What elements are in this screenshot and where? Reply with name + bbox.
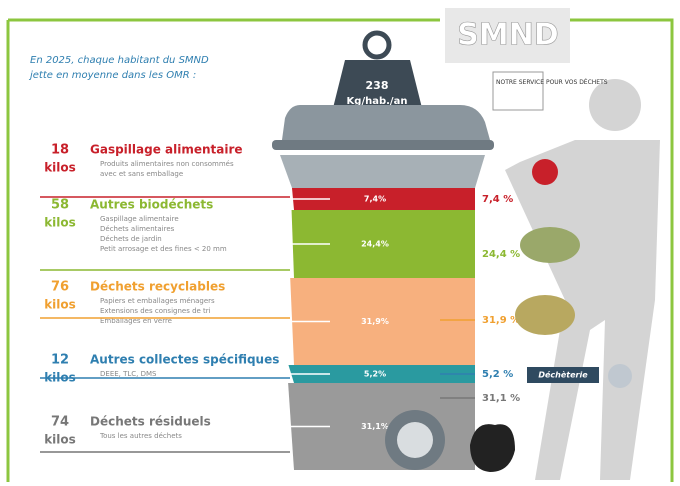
kilos: 58 <box>51 198 69 213</box>
kilos-unit: kilos <box>44 298 76 312</box>
percent: 31,1 % <box>482 393 520 404</box>
detail: avec et sans emballage <box>100 170 183 178</box>
weight-value: 238 <box>366 79 389 92</box>
logo: SMND <box>457 18 558 53</box>
bin-percent: 24,4% <box>361 240 389 249</box>
intro: En 2025, chaque habitant du SMND <box>30 55 209 66</box>
intro: jette en moyenne dans les OMR : <box>28 70 196 81</box>
category-label: Gaspillage alimentaire <box>90 143 243 157</box>
kilos: 76 <box>51 280 69 295</box>
kilos-unit: kilos <box>44 433 76 447</box>
bin-rim <box>272 140 494 150</box>
bin-percent: 31,1% <box>361 422 389 431</box>
kilos-unit: kilos <box>44 161 76 175</box>
bin-percent: 5,2% <box>364 370 386 379</box>
kilos-unit: kilos <box>44 216 76 230</box>
bin-lid <box>282 105 490 140</box>
percent: 5,2 % <box>482 369 513 380</box>
percent: 7,4 % <box>482 194 513 205</box>
kilos: 18 <box>51 143 69 158</box>
detail: Papiers et emballages ménagers <box>100 297 215 305</box>
kilos: 74 <box>51 415 69 430</box>
bin-percent: 31,9% <box>361 317 389 326</box>
detail: Déchets alimentaires <box>100 225 175 233</box>
kilos: 12 <box>51 353 69 368</box>
category-label: Déchets recyclables <box>90 280 225 294</box>
category-label: Déchets résiduels <box>90 415 211 429</box>
category-label: Autres collectes spécifiques <box>90 353 279 367</box>
bin-top <box>280 155 485 188</box>
category-label: Autres biodéchets <box>90 198 213 212</box>
biowaste-icon <box>520 227 580 263</box>
recycling-icon <box>515 295 575 335</box>
badge: Déchèterie <box>538 370 588 380</box>
percent: 31,9 % <box>482 315 520 326</box>
detail: Extensions des consignes de tri <box>100 307 211 315</box>
detail: Gaspillage alimentaire <box>100 215 179 223</box>
infographic: En 2025, chaque habitant du SMND jette e… <box>0 0 680 486</box>
detail: DEEE, TLC, DMS <box>100 370 157 378</box>
apple-icon <box>532 159 558 185</box>
detail: Petit arrosage et des fines < 20 mm <box>100 245 227 253</box>
detail: Déchets de jardin <box>100 235 162 243</box>
detail: Produits alimentaires non consommés <box>100 160 234 168</box>
detail: Tous les autres déchets <box>99 432 182 440</box>
logo-tagline: NOTRE SERVICE POUR VOS DÉCHETS <box>496 78 608 86</box>
bin-percent: 7,4% <box>364 195 386 204</box>
bin-hub <box>397 422 433 458</box>
percent: 24,4 % <box>482 249 520 260</box>
deee-icon <box>608 364 632 388</box>
